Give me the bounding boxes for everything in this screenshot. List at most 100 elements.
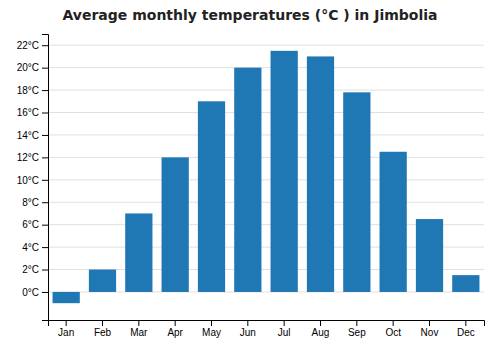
bar — [271, 51, 298, 292]
y-tick-mark — [42, 157, 48, 158]
y-tick: 20°C — [17, 62, 48, 73]
bar — [53, 292, 80, 303]
bar — [89, 270, 116, 292]
x-axis-line — [49, 321, 485, 327]
bar — [416, 219, 443, 292]
x-tick: Sep — [348, 320, 366, 338]
y-tick-label: 22°C — [17, 40, 39, 51]
grid-line — [48, 112, 484, 113]
y-tick-mark — [42, 68, 48, 69]
x-tick-mark — [465, 320, 466, 326]
y-tick: 14°C — [17, 130, 48, 141]
y-tick: 4°C — [22, 242, 48, 253]
y-tick: 18°C — [17, 85, 48, 96]
x-tick-label: Apr — [167, 327, 183, 338]
y-tick-mark — [42, 292, 48, 293]
y-tick-mark — [42, 247, 48, 248]
y-tick-mark — [42, 270, 48, 271]
x-tick: May — [202, 320, 221, 338]
y-tick-label: 2°C — [22, 264, 39, 275]
x-tick: Nov — [421, 320, 439, 338]
grid-line — [48, 45, 484, 46]
bar — [380, 152, 407, 292]
x-tick-mark — [175, 320, 176, 326]
x-tick-label: Oct — [385, 327, 401, 338]
bar — [125, 213, 152, 292]
y-tick: 0°C — [22, 287, 48, 298]
x-tick-label: Mar — [130, 327, 148, 338]
grid-line — [48, 134, 484, 135]
y-tick: 6°C — [22, 219, 48, 230]
x-tick-label: Aug — [312, 327, 330, 338]
y-tick-label: 4°C — [22, 242, 39, 253]
x-tick-label: Sep — [348, 327, 366, 338]
y-tick-mark — [42, 202, 48, 203]
chart-title: Average monthly temperatures (°C ) in Ji… — [63, 7, 438, 23]
y-tick-label: 16°C — [17, 107, 39, 118]
grid — [48, 45, 484, 292]
y-axis: 0°C 2°C 4°C 6°C 8°C 10°C 12°C 14°C 16°C 18°C 20°C 2… — [17, 35, 49, 321]
x-axis: Jan Feb Mar Apr May Jun Jul Aug Sep Oct Nov Dec — [49, 320, 485, 338]
x-tick-label: Jun — [240, 327, 256, 338]
x-tick-label: Dec — [457, 327, 475, 338]
x-tick-mark — [102, 320, 103, 326]
y-tick: 12°C — [17, 152, 48, 163]
bars — [53, 51, 480, 303]
y-tick-label: 0°C — [22, 287, 39, 298]
grid-line — [48, 179, 484, 180]
x-tick: Jul — [278, 320, 291, 338]
y-tick-mark — [42, 90, 48, 91]
grid-line — [48, 202, 484, 203]
x-tick-mark — [356, 320, 357, 326]
chart-svg: Average monthly temperatures (°C ) in Ji… — [0, 0, 500, 350]
y-tick-mark — [42, 113, 48, 114]
x-tick: Apr — [167, 320, 183, 338]
x-tick-mark — [138, 320, 139, 326]
x-tick-mark — [393, 320, 394, 326]
plot-area: Jan Feb Mar Apr May Jun Jul Aug Sep Oct Nov Dec 0°C 2… — [17, 35, 485, 339]
bar — [307, 56, 334, 292]
bar — [452, 275, 479, 292]
y-tick-label: 18°C — [17, 85, 39, 96]
y-tick-mark — [42, 135, 48, 136]
y-tick-mark — [42, 180, 48, 181]
bar — [343, 92, 370, 292]
y-tick: 22°C — [17, 40, 48, 51]
x-tick-mark — [429, 320, 430, 326]
x-tick-mark — [247, 320, 248, 326]
bar — [198, 101, 225, 292]
bar — [162, 157, 189, 292]
x-tick-label: Feb — [94, 327, 112, 338]
x-tick-label: May — [202, 327, 221, 338]
x-tick-label: Jan — [58, 327, 74, 338]
x-tick-mark — [66, 320, 67, 326]
x-tick: Jun — [240, 320, 256, 338]
x-tick-mark — [211, 320, 212, 326]
y-tick-label: 8°C — [22, 197, 39, 208]
bar — [234, 68, 261, 292]
x-tick: Feb — [94, 320, 112, 338]
x-tick-mark — [284, 320, 285, 326]
x-tick: Jan — [58, 320, 74, 338]
y-tick: 8°C — [22, 197, 48, 208]
y-tick: 16°C — [17, 107, 48, 118]
grid-line — [48, 157, 484, 158]
y-tick-label: 20°C — [17, 62, 39, 73]
y-tick-label: 12°C — [17, 152, 39, 163]
y-tick: 10°C — [17, 175, 48, 186]
y-tick: 2°C — [22, 264, 48, 275]
y-tick-mark — [42, 225, 48, 226]
x-tick: Dec — [457, 320, 475, 338]
x-tick-mark — [320, 320, 321, 326]
y-tick-mark — [42, 45, 48, 46]
x-tick-label: Nov — [421, 327, 439, 338]
y-tick-label: 10°C — [17, 175, 39, 186]
x-tick-label: Jul — [278, 327, 291, 338]
y-tick-label: 6°C — [22, 219, 39, 230]
grid-line — [48, 67, 484, 68]
y-axis-line — [42, 35, 49, 321]
chart-container: Average monthly temperatures (°C ) in Ji… — [0, 0, 500, 350]
grid-line — [48, 90, 484, 91]
x-tick: Mar — [130, 320, 148, 338]
y-tick-label: 14°C — [17, 130, 39, 141]
